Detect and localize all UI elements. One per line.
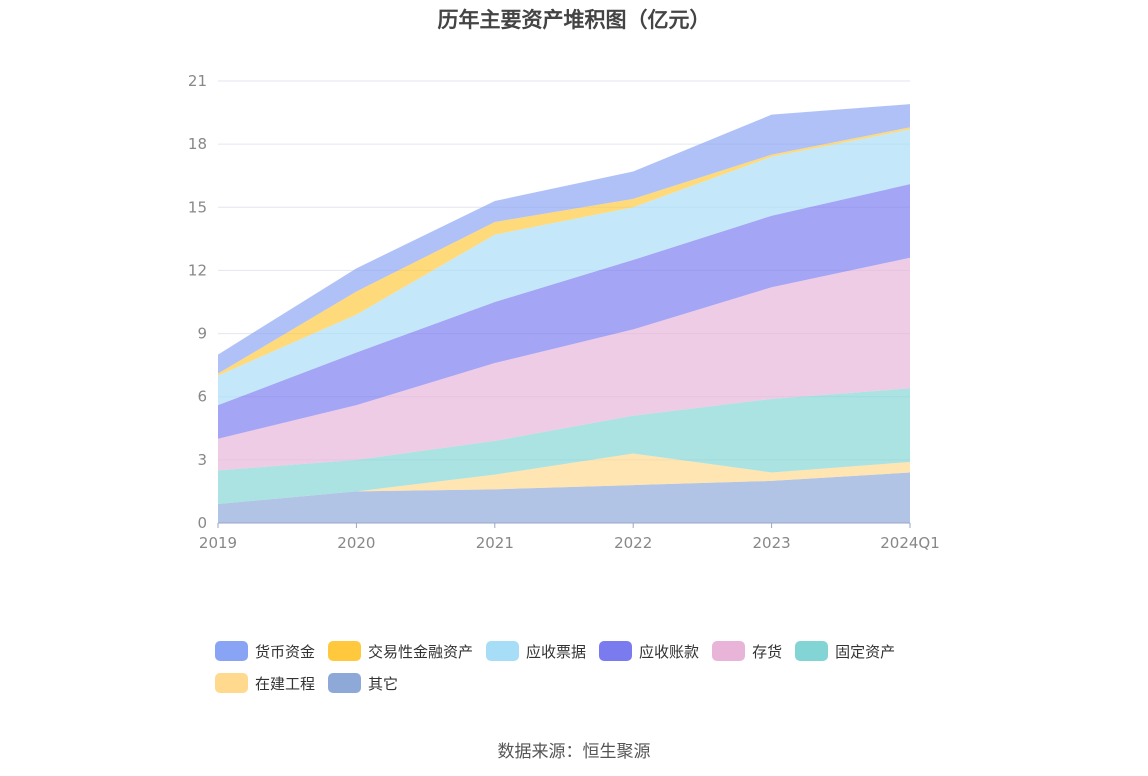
legend-swatch <box>486 641 520 661</box>
legend-swatch <box>328 641 362 661</box>
legend-item-other[interactable]: 其它 <box>328 672 398 694</box>
y-tick-label: 21 <box>188 72 207 90</box>
legend-label: 在建工程 <box>255 674 316 693</box>
x-tick-label: 2023 <box>753 534 791 552</box>
legend-item-construction-in-progress[interactable]: 在建工程 <box>215 672 315 694</box>
area-series <box>218 184 910 439</box>
legend-item-trading-assets[interactable]: 交易性金融资产 <box>328 640 473 662</box>
area-series <box>218 388 910 505</box>
y-tick-label: 9 <box>197 325 207 343</box>
y-tick-label: 15 <box>188 198 207 216</box>
legend-label: 应收票据 <box>526 642 587 661</box>
legend-label: 固定资产 <box>835 642 896 661</box>
legend-label: 其它 <box>368 674 399 693</box>
legend-label: 交易性金融资产 <box>368 642 474 661</box>
legend-item-inventory[interactable]: 存货 <box>712 640 782 662</box>
area-series <box>218 453 910 505</box>
area-series <box>218 257 910 471</box>
area-series <box>218 129 910 406</box>
legend-swatch <box>328 673 362 693</box>
legend-swatch <box>215 673 248 693</box>
x-tick-label: 2024Q1 <box>880 534 940 552</box>
legend-label: 存货 <box>752 642 783 661</box>
legend-item-fixed-assets[interactable]: 固定资产 <box>795 640 895 662</box>
chart-title: 历年主要资产堆积图（亿元） <box>437 8 711 32</box>
y-tick-label: 0 <box>197 514 207 532</box>
x-tick-label: 2021 <box>476 534 514 552</box>
legend-item-accounts-receivable[interactable]: 应收账款 <box>599 640 699 662</box>
x-tick-label: 2022 <box>614 534 652 552</box>
legend-label: 应收账款 <box>639 642 700 661</box>
legend-swatch <box>795 641 829 661</box>
data-source-note: 数据来源：恒生聚源 <box>497 742 651 762</box>
y-tick-label: 18 <box>188 135 207 153</box>
y-tick-label: 12 <box>188 261 207 279</box>
legend-item-cash[interactable]: 货币资金 <box>215 640 315 662</box>
stacked-area-chart: 0 3 6 9 12 15 18 21 2019 2020 2021 2022 2023 2024Q1 <box>188 72 940 552</box>
y-tick-label: 3 <box>197 451 207 469</box>
x-tick-label: 2020 <box>337 534 375 552</box>
legend-item-notes-receivable[interactable]: 应收票据 <box>486 640 586 662</box>
legend-swatch <box>712 641 746 661</box>
y-tick-label: 6 <box>197 388 207 406</box>
x-tick-label: 2019 <box>199 534 237 552</box>
legend-swatch <box>599 641 633 661</box>
area-series <box>218 472 910 523</box>
area-series <box>218 104 910 374</box>
chart-legend: 货币资金 交易性金融资产 应收票据 应收账款 存货 固定资产 在建工程 其它 <box>215 640 955 694</box>
legend-label: 货币资金 <box>255 642 316 661</box>
legend-swatch <box>215 641 248 661</box>
